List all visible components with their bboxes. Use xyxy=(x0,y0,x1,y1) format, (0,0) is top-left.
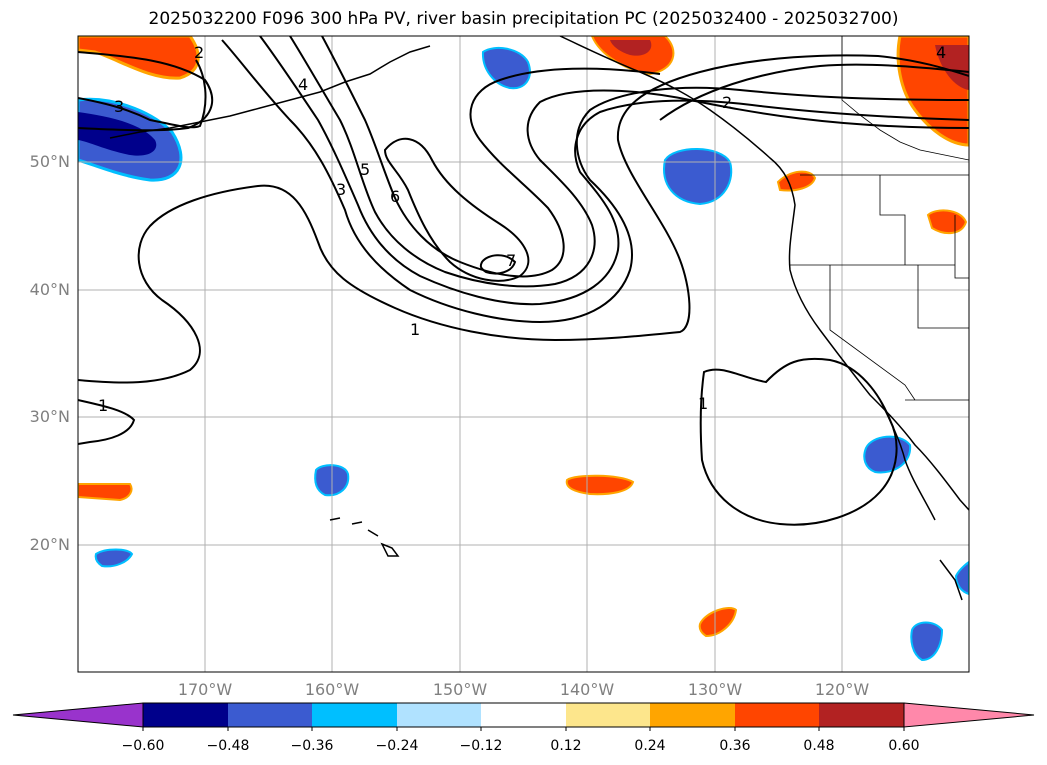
contour-labels: 1 1 1 2 2 3 3 4 4 5 6 7 xyxy=(98,43,946,415)
contour-label: 4 xyxy=(298,75,308,94)
contour-label: 1 xyxy=(98,396,108,415)
precip-patch-west-positive xyxy=(78,483,133,502)
lon-label: 170°W xyxy=(177,680,233,699)
pv-contour-2 xyxy=(78,51,214,132)
border-states-5 xyxy=(954,215,969,279)
precip-patch-canada-core xyxy=(935,45,969,90)
colorbar-bin xyxy=(143,703,228,727)
colorbar-label: 0.24 xyxy=(634,738,666,754)
precip-patch-bering-core xyxy=(78,112,157,156)
colorbar-label: −0.12 xyxy=(459,738,503,754)
border-states-4 xyxy=(917,265,969,329)
border-states-3 xyxy=(829,265,916,401)
colorbar-bin xyxy=(481,703,566,727)
precip-patch-central-positive xyxy=(565,474,635,496)
pv-contour-1-west xyxy=(78,54,969,384)
pv-contour-6 xyxy=(321,36,661,278)
contour-label: 3 xyxy=(114,97,124,116)
lon-label: 130°W xyxy=(687,680,743,699)
precip-patch-bc-negative xyxy=(663,148,733,206)
pv-contour-5 xyxy=(289,36,969,288)
colorbar-extend-right xyxy=(903,702,1035,728)
colorbar-label: 0.48 xyxy=(803,738,835,754)
precip-patch-mexico-negative xyxy=(910,621,944,662)
pv-contour-1-east xyxy=(699,357,898,526)
colorbar-bin xyxy=(735,703,819,727)
precip-patch-tropic-positive xyxy=(698,606,738,638)
colorbar-bin xyxy=(312,703,397,727)
precip-patch-idaho-positive xyxy=(926,209,968,235)
colorbar-bin xyxy=(228,703,312,727)
coastline-mexico xyxy=(939,559,963,601)
colorbar-label: −0.24 xyxy=(375,738,419,754)
colorbar-bin xyxy=(819,703,904,727)
political-borders xyxy=(790,36,969,401)
gridlines xyxy=(78,36,969,672)
lon-label: 160°W xyxy=(304,680,360,699)
contour-label: 1 xyxy=(698,394,708,413)
colorbar-bin xyxy=(566,703,650,727)
precip-patch-east-edge-negative xyxy=(954,560,969,596)
plot-title: 2025032200 F096 300 hPa PV, river basin … xyxy=(148,9,899,29)
contour-label: 2 xyxy=(722,93,732,112)
precip-patch-baja-negative xyxy=(863,435,912,474)
lat-label: 30°N xyxy=(29,407,70,426)
colorbar-bin xyxy=(397,703,481,727)
pv-contour-7 xyxy=(479,254,517,275)
map-frame xyxy=(77,35,970,673)
precip-patches xyxy=(78,36,969,662)
border-states-1 xyxy=(879,175,906,265)
contour-label: 5 xyxy=(360,160,370,179)
pv-contour-3 xyxy=(78,59,207,129)
contour-label: 6 xyxy=(390,187,400,206)
pv-contour-2-east xyxy=(659,63,969,121)
coastline-hawaii xyxy=(329,517,400,557)
contour-label: 7 xyxy=(506,251,516,270)
colorbar-label: 0.60 xyxy=(888,738,920,754)
pv-contour-4 xyxy=(259,36,969,306)
contour-label: 2 xyxy=(194,43,204,62)
colorbar-label: 0.12 xyxy=(550,738,582,754)
colorbar-outline xyxy=(142,702,905,728)
border-alaska-canada xyxy=(841,36,969,161)
precip-patch-gulf-alaska-north xyxy=(481,46,531,90)
lat-label: 20°N xyxy=(29,535,70,554)
lon-label: 140°W xyxy=(559,680,615,699)
lon-label: 150°W xyxy=(432,680,488,699)
precip-patch-nw-positive xyxy=(78,36,200,80)
colorbar-extend-left xyxy=(12,702,144,728)
colorbar-label: −0.60 xyxy=(121,738,165,754)
precip-patch-alaska-core xyxy=(610,40,652,56)
lon-label: 120°W xyxy=(814,680,870,699)
colorbar-label: −0.36 xyxy=(290,738,334,754)
coastline-aleutians xyxy=(109,45,431,139)
contour-label: 3 xyxy=(336,180,346,199)
pv-contour-6-loop xyxy=(383,137,530,282)
contour-label: 4 xyxy=(936,43,946,62)
colorbar-bin xyxy=(650,703,735,727)
pv-contours xyxy=(78,36,969,526)
pv-contour-1-southwest xyxy=(78,399,136,445)
colorbar-label: −0.48 xyxy=(206,738,250,754)
precip-patch-vancouver-positive xyxy=(776,170,817,192)
lat-label: 40°N xyxy=(29,280,70,299)
precip-patch-subtropic-negative xyxy=(94,548,134,568)
pv-contour-3-core xyxy=(221,39,969,324)
lat-label: 50°N xyxy=(29,152,70,171)
map-area xyxy=(78,36,969,672)
contour-label: 1 xyxy=(410,320,420,339)
colorbar-label: 0.36 xyxy=(719,738,751,754)
colorbar xyxy=(12,702,1035,731)
